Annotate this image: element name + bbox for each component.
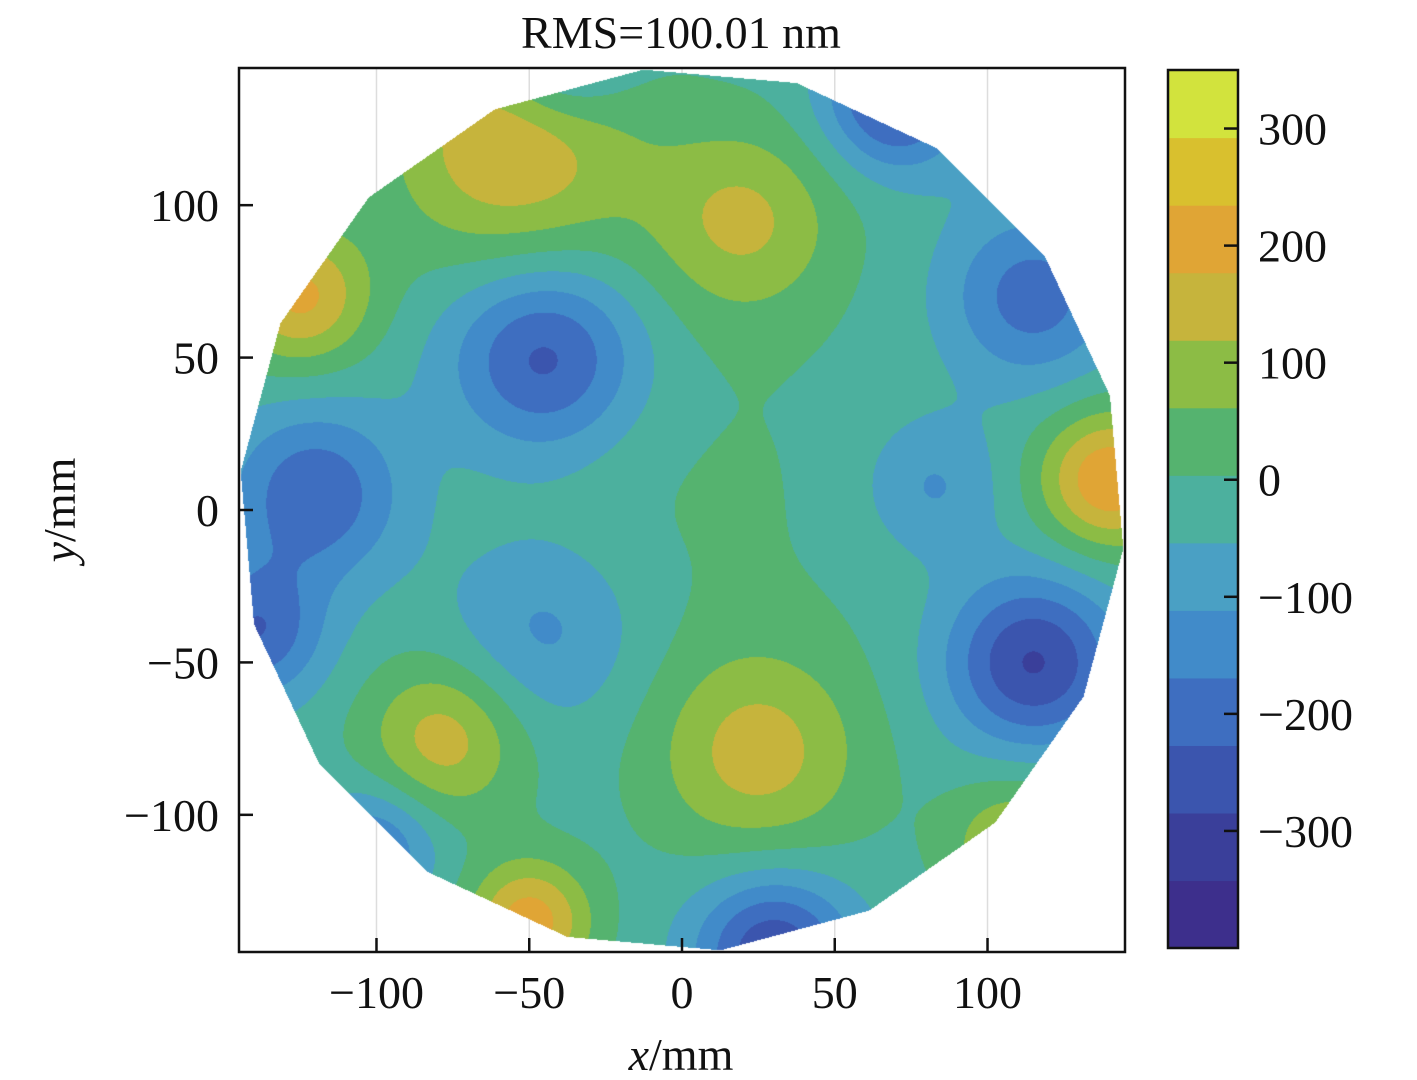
colorbar-band xyxy=(1168,272,1238,341)
colorbar-band xyxy=(1168,137,1238,206)
y-tick-label: 100 xyxy=(150,180,219,231)
y-axis-ticks: −100 −50 0 50 100 xyxy=(124,180,253,841)
colorbar-tick-label: 0 xyxy=(1258,455,1281,506)
colorbar-band xyxy=(1168,205,1238,274)
x-tick-label: −50 xyxy=(493,967,565,1018)
y-axis-title: y/mm xyxy=(34,457,85,566)
colorbar-ticks: 300 200 100 0 −100 −200 −300 xyxy=(1224,104,1353,857)
colorbar-tick-label: −300 xyxy=(1258,806,1353,857)
x-tick-label: 100 xyxy=(953,967,1022,1018)
colorbar-tick-label: 200 xyxy=(1258,221,1327,272)
colorbar-band xyxy=(1168,70,1238,139)
y-axis-variable: y xyxy=(34,541,85,566)
x-tick-label: 0 xyxy=(671,967,694,1018)
x-tick-label: 50 xyxy=(812,967,858,1018)
chart-title: RMS=100.01 nm xyxy=(521,7,841,58)
x-axis-ticks: −100 −50 0 50 100 xyxy=(329,938,1022,1018)
surface-heatmap-image xyxy=(239,68,1125,952)
surface-map xyxy=(239,68,1125,952)
colorbar-band xyxy=(1168,475,1238,544)
colorbar-band xyxy=(1168,812,1238,882)
y-tick-label: 0 xyxy=(196,485,219,536)
y-tick-label: −50 xyxy=(147,637,219,688)
x-tick-label: −100 xyxy=(329,967,424,1018)
colorbar-band xyxy=(1168,745,1238,814)
colorbar xyxy=(1168,70,1238,949)
colorbar-tick-label: 100 xyxy=(1258,338,1327,389)
y-tick-label: −100 xyxy=(124,790,219,841)
colorbar-tick-label: −100 xyxy=(1258,572,1353,623)
colorbar-band xyxy=(1168,407,1238,476)
x-axis-variable: x xyxy=(628,1029,650,1080)
colorbar-band xyxy=(1168,880,1238,949)
colorbar-tick-label: −200 xyxy=(1258,689,1353,740)
x-axis-title: x/mm xyxy=(628,1029,734,1080)
colorbar-band xyxy=(1168,542,1238,611)
colorbar-band xyxy=(1168,677,1238,746)
x-axis-unit: /mm xyxy=(649,1029,734,1080)
colorbar-tick-label: 300 xyxy=(1258,104,1327,155)
colorbar-band xyxy=(1168,340,1238,409)
colorbar-band xyxy=(1168,610,1238,679)
y-axis-unit: /mm xyxy=(34,457,85,542)
colorbar-frame xyxy=(1166,68,1240,950)
y-tick-label: 50 xyxy=(173,333,219,384)
